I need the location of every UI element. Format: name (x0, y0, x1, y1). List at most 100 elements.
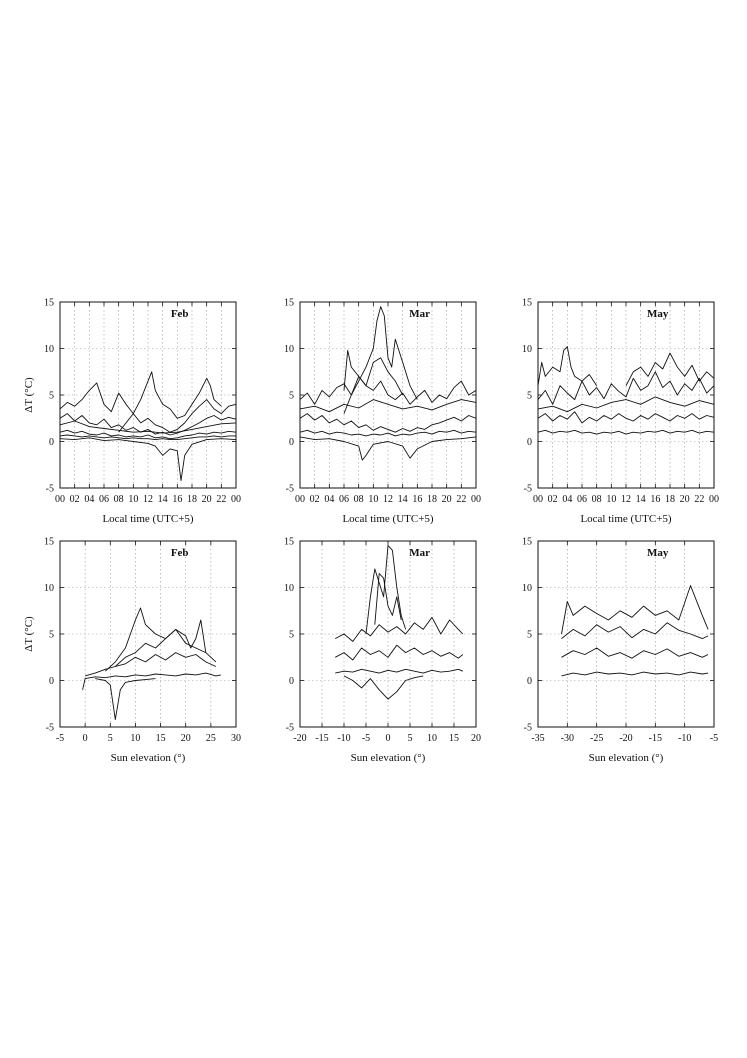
x-tick-label: 15 (449, 733, 459, 744)
y-tick-label: -5 (524, 723, 532, 734)
x-tick-label: 5 (408, 733, 413, 744)
x-tick-label: 04 (84, 494, 94, 505)
x-tick-label: -20 (619, 733, 632, 744)
panel-title: Mar (409, 308, 430, 320)
series-line-1 (59, 434, 236, 441)
y-tick-label: 10 (284, 344, 294, 355)
x-tick-label: 16 (650, 494, 660, 505)
y-axis-label: ΔT (°C) (23, 616, 35, 652)
x-tick-label: 20 (471, 733, 481, 744)
x-tick-label: 04 (324, 494, 334, 505)
x-tick-label: 5 (108, 733, 113, 744)
y-tick-label: -5 (524, 484, 532, 495)
series-line-3 (104, 607, 217, 672)
x-tick-label: 16 (412, 494, 422, 505)
x-tick-label: 10 (368, 494, 378, 505)
series-line-4 (561, 622, 709, 640)
x-tick-label: -15 (649, 733, 662, 744)
x-tick-label: 06 (577, 494, 587, 505)
x-tick-label: 15 (156, 733, 166, 744)
x-tick-label: 20 (202, 494, 212, 505)
x-tick-label: 12 (621, 494, 631, 505)
y-tick-label: 0 (289, 437, 294, 448)
x-tick-label: 14 (398, 494, 408, 505)
x-tick-label: 22 (216, 494, 226, 505)
y-tick-label: 15 (44, 537, 54, 548)
x-tick-label: 18 (187, 494, 197, 505)
x-tick-label: 08 (354, 494, 364, 505)
x-tick-label: -5 (710, 733, 718, 744)
chart-panel-5: -20 -15 -10 -5 0 5 10 15 20 -5 0 5 10 15 Mar Sun elevat… (284, 537, 481, 765)
y-tick-label: 0 (289, 676, 294, 687)
x-tick-label: 04 (562, 494, 572, 505)
x-tick-label: 00 (231, 494, 241, 505)
x-tick-label: -10 (678, 733, 691, 744)
series-line-4 (114, 619, 207, 667)
x-tick-label: 08 (592, 494, 602, 505)
x-tick-label: 18 (665, 494, 675, 505)
y-tick-label: 5 (527, 630, 532, 641)
series-line-5 (95, 678, 156, 721)
x-tick-label: -5 (362, 733, 370, 744)
x-tick-label: 08 (114, 494, 124, 505)
x-tick-label: 02 (548, 494, 558, 505)
panel-title: Feb (171, 547, 189, 559)
x-tick-label: 12 (383, 494, 393, 505)
x-axis-label: Sun elevation (°) (111, 752, 186, 764)
x-tick-label: 20 (680, 494, 690, 505)
series-line-4 (343, 306, 418, 414)
series-line-3 (334, 616, 464, 642)
series-line-4 (537, 346, 598, 386)
y-tick-label: 15 (284, 298, 294, 309)
y-tick-label: 10 (44, 583, 54, 594)
x-tick-label: 25 (206, 733, 216, 744)
series-line-2 (84, 652, 217, 677)
x-tick-label: 00 (709, 494, 719, 505)
x-tick-label: 16 (172, 494, 182, 505)
series-line-6 (343, 675, 424, 700)
x-tick-label: 18 (427, 494, 437, 505)
y-tick-label: 15 (284, 537, 294, 548)
x-tick-label: -10 (337, 733, 350, 744)
x-tick-label: -5 (56, 733, 64, 744)
x-tick-label: 10 (427, 733, 437, 744)
y-tick-label: -5 (46, 484, 54, 495)
series-line-6 (537, 396, 715, 413)
series-line-5 (343, 349, 404, 396)
series-line-4 (365, 545, 407, 635)
chart-panel-6: -35 -30 -25 -20 -15 -10 -5 -5 0 5 10 15 May Sun eleva… (522, 537, 718, 765)
series-line-2 (299, 413, 477, 433)
y-tick-label: -5 (286, 723, 294, 734)
chart-panel-3: 00 02 04 06 08 10 12 14 16 18 20 22 00-5051015MayLoc… (522, 298, 719, 526)
series-line-1 (335, 668, 463, 674)
x-tick-label: -30 (561, 733, 574, 744)
y-tick-label: 0 (49, 676, 54, 687)
x-axis-label: Sun elevation (°) (351, 752, 426, 764)
x-axis-label: Sun elevation (°) (589, 752, 664, 764)
panel-title: Feb (171, 308, 189, 320)
series-line-7 (299, 399, 477, 413)
y-tick-label: 5 (49, 630, 54, 641)
y-tick-label: 10 (522, 583, 532, 594)
series-line-6 (59, 437, 237, 482)
y-axis-label: ΔT (°C) (23, 377, 35, 413)
series-line-1 (299, 429, 477, 437)
x-tick-label: 02 (310, 494, 320, 505)
series-line-5 (118, 371, 222, 433)
y-tick-label: 10 (44, 344, 54, 355)
y-tick-label: 5 (527, 391, 532, 402)
series-line-1 (561, 671, 709, 677)
panel-title: May (647, 308, 669, 320)
x-axis-label: Local time (UTC+5) (342, 513, 433, 525)
series-line-2 (561, 647, 709, 659)
series-line-3 (59, 413, 237, 436)
x-axis-label: Local time (UTC+5) (102, 513, 193, 525)
x-tick-label: -20 (293, 733, 306, 744)
series-line-4 (59, 382, 237, 433)
series-line-2 (334, 644, 464, 661)
y-tick-label: 5 (289, 630, 294, 641)
series-line-5 (374, 573, 402, 625)
x-tick-label: 00 (55, 494, 65, 505)
series-line-3 (299, 375, 477, 405)
chart-panel-1: 00 02 04 06 08 10 12 14 16 18 20 22 00-5051015FebLoc… (23, 298, 241, 526)
